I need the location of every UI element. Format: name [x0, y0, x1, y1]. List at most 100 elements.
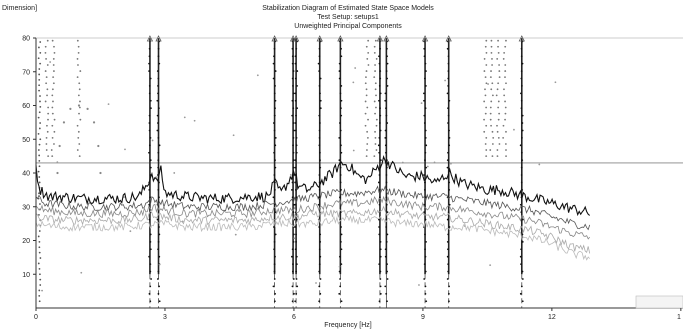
mode-line — [316, 35, 323, 308]
pole-dot — [62, 121, 66, 124]
mode-pole-dot — [319, 233, 322, 236]
mode-pole-dot — [318, 188, 321, 191]
pole-dot — [289, 173, 292, 176]
pole-dot — [38, 181, 41, 184]
stabilization-curve-3 — [35, 195, 591, 240]
pole-dot — [374, 112, 376, 115]
pole-dot — [39, 284, 42, 286]
mode-pole-dot — [148, 188, 151, 191]
pole-dot — [484, 112, 487, 115]
pole-dot — [76, 149, 79, 151]
pole-dot — [47, 118, 49, 121]
pole-dot — [497, 106, 500, 109]
mode-pole-dot — [319, 92, 321, 95]
mode-pole-dot — [318, 114, 321, 117]
mode-top-arrow — [383, 35, 390, 42]
mode-pole-dot — [520, 211, 523, 214]
mode-pole-dot — [447, 114, 450, 117]
mode-pole-dot — [318, 300, 321, 303]
pole-dot — [51, 88, 54, 91]
mode-pole-dot — [148, 203, 151, 206]
mode-pole-dot — [521, 218, 524, 221]
pole-dot — [79, 100, 81, 103]
pole-dot — [504, 143, 507, 145]
mode-pole-dot — [379, 188, 381, 191]
mode-pole-dot — [318, 70, 321, 72]
mode-pole-dot — [148, 151, 150, 154]
x-tick-label: 12 — [548, 314, 556, 321]
pole-dot — [489, 106, 492, 109]
mode-pole-dot — [292, 144, 294, 147]
pole-dot — [256, 74, 259, 77]
pole-dot — [52, 76, 55, 79]
pole-dot — [373, 76, 376, 79]
mode-pole-dot — [295, 270, 298, 273]
mode-pole-dot — [158, 181, 160, 184]
mode-pole-dot — [423, 188, 426, 191]
pole-dot — [78, 112, 80, 115]
x-tick-label: 9 — [421, 314, 425, 321]
pole-dot — [53, 118, 56, 121]
pole-dot — [433, 161, 436, 164]
mode-pole-dot — [148, 255, 151, 258]
pole-dot — [484, 94, 487, 97]
pole-dot — [53, 70, 55, 72]
mode-pole-dot — [384, 151, 387, 154]
mode-pole-dot — [292, 278, 295, 280]
pole-dot — [77, 137, 80, 139]
pole-dot — [39, 273, 41, 276]
mode-pole-dot — [338, 270, 341, 273]
pole-dot — [38, 111, 41, 114]
pole-dot — [484, 143, 487, 145]
mode-pole-dot — [157, 240, 160, 243]
mode-pole-dot — [158, 196, 160, 199]
mode-pole-dot — [292, 92, 295, 95]
mode-pole-dot — [318, 47, 321, 50]
mode-pole-dot — [340, 114, 343, 117]
mode-pole-dot — [149, 77, 152, 80]
mode-pole-dot — [379, 107, 381, 110]
pole-dot — [374, 137, 377, 139]
mode-pole-dot — [294, 181, 297, 184]
mode-pole-dot — [148, 62, 151, 65]
pole-dot — [38, 165, 41, 168]
mode-pole-dot — [318, 174, 321, 176]
mode-pole-dot — [318, 137, 321, 139]
mode-pole-dot — [379, 47, 382, 50]
pole-dot — [37, 235, 40, 238]
pole-dot — [504, 100, 506, 103]
mode-pole-dot — [149, 285, 152, 288]
mode-pole-dot — [385, 240, 388, 243]
pole-dot — [58, 144, 61, 148]
pole-dot — [490, 45, 493, 48]
mode-pole-dot — [318, 181, 321, 184]
mode-pole-dot — [157, 159, 160, 162]
mode-pole-dot — [385, 47, 388, 50]
mode-pole-dot — [424, 137, 427, 139]
mode-pole-dot — [385, 114, 388, 117]
mode-pole-dot — [273, 92, 276, 95]
mode-pole-dot — [384, 92, 387, 95]
pole-dot — [366, 143, 369, 145]
mode-pole-dot — [385, 226, 388, 228]
mode-pole-dot — [292, 233, 295, 236]
mode-pole-dot — [292, 263, 294, 266]
mode-pole-dot — [319, 292, 322, 295]
pole-dot — [38, 267, 41, 270]
pole-dot — [496, 149, 499, 151]
pole-dot — [498, 76, 501, 79]
pole-dot — [497, 51, 500, 54]
mode-pole-dot — [521, 188, 524, 191]
pole-dot — [502, 137, 505, 139]
pole-dot — [80, 271, 83, 274]
mode-line — [146, 35, 154, 308]
pole-dot — [485, 149, 488, 151]
pole-dot — [38, 46, 40, 49]
pole-dot — [38, 246, 41, 249]
mode-pole-dot — [448, 203, 451, 206]
pole-dot — [489, 118, 492, 121]
mode-pole-dot — [339, 181, 342, 184]
pole-dot — [183, 116, 186, 119]
mode-pole-dot — [339, 240, 342, 243]
mode-pole-dot — [423, 92, 425, 95]
